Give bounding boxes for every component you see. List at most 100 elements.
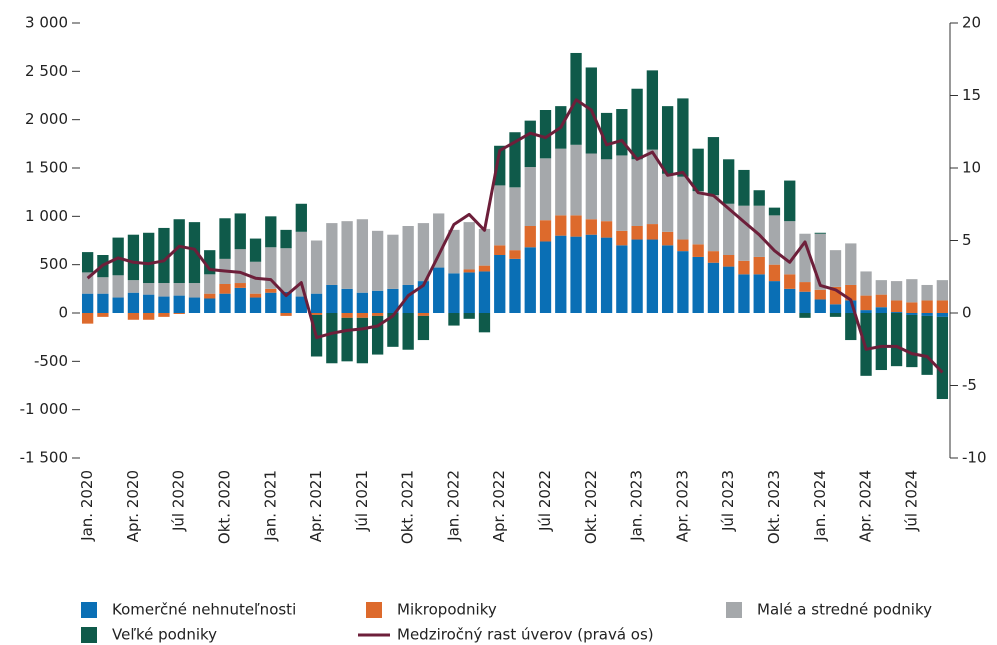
bar xyxy=(524,226,536,248)
x-tick-label: Apr. 2024 xyxy=(857,470,875,542)
bar xyxy=(677,251,689,313)
bar xyxy=(814,299,826,313)
bar xyxy=(646,224,659,240)
bar xyxy=(433,213,445,268)
bar xyxy=(799,282,811,292)
bar xyxy=(463,269,475,273)
bar xyxy=(326,313,338,364)
bar xyxy=(860,310,872,313)
bar xyxy=(478,271,491,313)
bar xyxy=(921,315,933,375)
bar xyxy=(417,313,430,316)
y2-tick-label: 10 xyxy=(962,159,981,177)
bar xyxy=(463,313,475,319)
bar xyxy=(738,205,750,261)
y2-tick-label: 15 xyxy=(962,86,981,104)
x-tick-label: Apr. 2022 xyxy=(490,470,508,542)
bar xyxy=(860,295,872,311)
bar xyxy=(295,203,307,232)
bar xyxy=(936,316,949,400)
legend-label: Medziročný rast úverov (pravá os) xyxy=(397,626,654,644)
bar xyxy=(799,291,811,313)
bar xyxy=(829,313,842,317)
bar xyxy=(478,265,491,272)
bar xyxy=(81,293,94,313)
bar xyxy=(646,149,659,225)
bar xyxy=(341,288,353,313)
bar xyxy=(158,283,170,297)
bar xyxy=(753,274,765,313)
bar xyxy=(127,292,140,313)
bar xyxy=(188,297,201,313)
bar xyxy=(539,241,552,313)
bar xyxy=(295,231,307,297)
bar xyxy=(555,215,567,236)
bar xyxy=(661,106,674,174)
legend-label: Mikropodniky xyxy=(397,601,497,619)
bar xyxy=(723,159,735,204)
bar xyxy=(204,293,216,299)
bar xyxy=(127,234,140,281)
bar xyxy=(448,273,460,313)
y-tick-label: 1 000 xyxy=(25,207,68,225)
bar xyxy=(616,155,628,231)
bar xyxy=(738,260,750,275)
bar xyxy=(921,300,933,313)
bar xyxy=(280,229,292,249)
bar xyxy=(921,284,933,301)
x-tick-label: Okt. 2020 xyxy=(216,470,234,544)
bar xyxy=(524,167,536,226)
bar xyxy=(570,236,582,313)
bar xyxy=(127,280,140,293)
bar xyxy=(371,313,384,316)
bar xyxy=(448,313,460,326)
bar xyxy=(173,313,185,314)
y-tick-label: 1 500 xyxy=(25,159,68,177)
bar xyxy=(127,313,140,320)
bar xyxy=(356,292,369,313)
bar xyxy=(478,228,491,266)
y2-tick-label: -10 xyxy=(962,449,987,467)
x-tick-label: Jan. 2021 xyxy=(261,470,279,542)
x-tick-label: Júl 2023 xyxy=(719,470,737,532)
bar xyxy=(631,226,643,240)
bar xyxy=(875,294,887,308)
bar xyxy=(753,205,765,257)
bar xyxy=(173,219,185,284)
bar xyxy=(158,313,170,317)
bar xyxy=(494,255,506,313)
bar xyxy=(600,112,613,160)
bar xyxy=(402,284,414,313)
y-tick-label: 500 xyxy=(39,255,68,273)
bar xyxy=(249,238,262,262)
bar xyxy=(173,283,185,296)
bar xyxy=(509,258,521,313)
bar xyxy=(661,231,674,246)
bar xyxy=(341,221,353,289)
bar xyxy=(799,233,811,283)
bar xyxy=(387,288,399,313)
bar xyxy=(707,195,720,252)
y-tick-label: 3 000 xyxy=(25,14,68,32)
bar xyxy=(799,313,811,318)
bar xyxy=(433,267,445,313)
bar xyxy=(234,283,246,288)
bar xyxy=(723,203,735,255)
bar xyxy=(143,313,155,320)
bar xyxy=(112,297,124,313)
bar xyxy=(249,293,262,298)
bar xyxy=(875,280,887,295)
bar xyxy=(402,226,414,285)
bar xyxy=(692,256,704,313)
legend-label: Malé a stredné podniky xyxy=(757,601,932,619)
bar xyxy=(661,173,674,232)
bar xyxy=(326,223,338,285)
bar xyxy=(310,313,323,315)
bar xyxy=(631,88,643,160)
bar xyxy=(387,234,399,289)
bar xyxy=(829,250,842,287)
bar xyxy=(555,148,567,216)
bar xyxy=(784,221,796,275)
y-tick-label: -500 xyxy=(34,352,68,370)
